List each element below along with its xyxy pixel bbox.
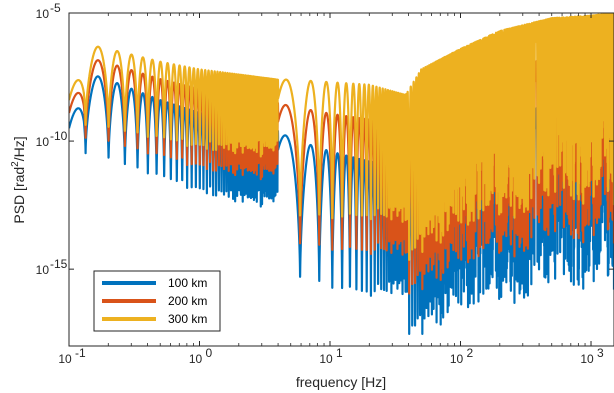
y-tick-exponent: -10	[50, 129, 68, 143]
plot-frame	[68, 12, 614, 347]
y-axis-label-base: PSD [rad	[11, 167, 27, 224]
x-tick-exponent: -1	[75, 346, 86, 360]
x-tick-label: 10	[58, 352, 72, 366]
legend: 100 km 200 km 300 km	[93, 270, 221, 332]
x-tick-exponent: 1	[336, 346, 343, 360]
x-tick-label: 10	[319, 352, 333, 366]
legend-label: 100 km	[168, 276, 207, 290]
y-tick-exponent: -15	[50, 257, 68, 271]
series-layer	[69, 13, 614, 335]
x-tick-exponent: 2	[467, 346, 474, 360]
legend-label: 300 km	[168, 312, 207, 326]
x-tick-exponent: 3	[597, 346, 604, 360]
x-axis-label: frequency [Hz]	[296, 374, 386, 390]
x-tick-label: 10	[580, 352, 594, 366]
y-axis-label-sup: 2	[10, 161, 21, 167]
x-tick-label: 10	[189, 352, 203, 366]
legend-label: 200 km	[168, 294, 207, 308]
x-tick-label: 10	[450, 352, 464, 366]
y-tick-label: 10	[36, 263, 50, 277]
y-tick-exponent: -5	[50, 1, 61, 15]
y-tick-label: 10	[36, 135, 50, 149]
x-tick-exponent: 0	[206, 346, 213, 360]
y-axis-label: PSD [rad2/Hz]	[10, 136, 27, 223]
y-axis-label-tail: /Hz]	[11, 136, 27, 161]
series-line-300-km	[69, 13, 614, 261]
y-tick-label: 10	[36, 7, 50, 21]
